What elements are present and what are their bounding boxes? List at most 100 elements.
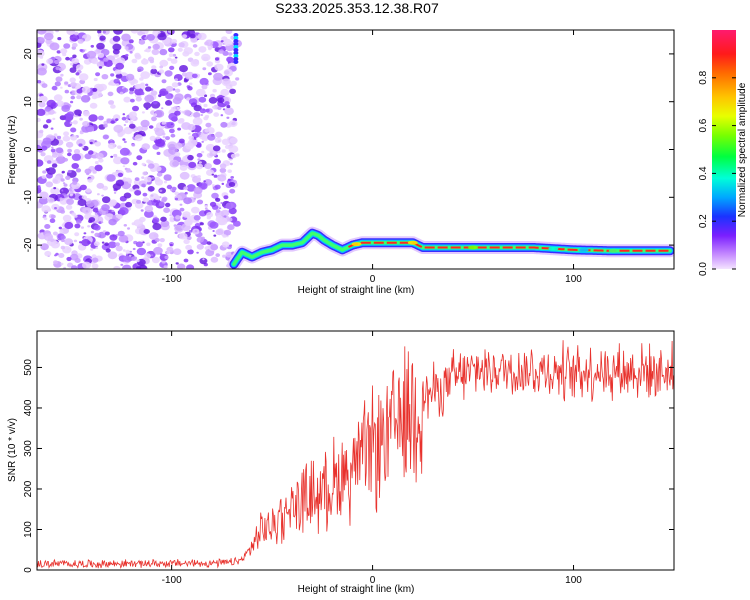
noise-speckle <box>215 229 224 236</box>
y-tick-label: 200 <box>23 480 34 497</box>
noise-speckle <box>132 79 139 84</box>
noise-speckle <box>117 132 124 138</box>
noise-speckle <box>204 163 212 170</box>
noise-speckle <box>146 34 155 41</box>
noise-speckle <box>79 49 83 52</box>
noise-speckle <box>136 199 142 204</box>
noise-speckle <box>212 230 215 232</box>
noise-speckle <box>154 109 165 118</box>
noise-speckle <box>55 76 63 82</box>
x-tick-label: 0 <box>370 575 376 586</box>
noise-speckle <box>51 163 58 168</box>
spectrogram-x-label: Height of straight line (km) <box>298 285 415 296</box>
noise-speckle <box>215 253 220 257</box>
colorbar-tick-label: 0.4 <box>698 166 709 180</box>
noise-speckle <box>100 221 104 224</box>
noise-speckle <box>186 184 196 192</box>
noise-speckle <box>201 136 209 142</box>
noise-speckle <box>179 207 185 212</box>
noise-speckle <box>75 219 82 224</box>
noise-speckle <box>125 249 131 254</box>
noise-speckle <box>164 255 169 260</box>
noise-speckle <box>174 197 179 201</box>
noise-speckle <box>123 140 127 144</box>
noise-speckle <box>79 117 83 121</box>
noise-speckle <box>208 72 212 76</box>
noise-speckle <box>37 186 42 191</box>
noise-speckle <box>76 95 82 100</box>
noise-edge-blob <box>233 57 239 61</box>
noise-speckle <box>132 105 139 112</box>
y-tick-label: 20 <box>23 48 34 60</box>
noise-speckle <box>115 118 119 121</box>
noise-speckle <box>172 186 177 191</box>
noise-speckle <box>65 204 73 210</box>
noise-speckle <box>187 249 194 255</box>
noise-speckle <box>163 174 172 181</box>
noise-speckle <box>60 178 65 182</box>
noise-speckle <box>156 172 163 177</box>
trace-highlight <box>351 242 362 247</box>
noise-speckle <box>110 104 116 109</box>
noise-speckle <box>123 192 132 199</box>
noise-speckle <box>140 209 144 212</box>
noise-speckle <box>113 30 123 35</box>
noise-speckle <box>217 106 222 111</box>
noise-speckle <box>171 82 179 88</box>
spectrogram-area <box>37 30 674 269</box>
noise-speckle <box>201 140 204 143</box>
noise-speckle <box>186 235 192 241</box>
noise-speckle <box>194 230 198 233</box>
noise-speckle <box>78 114 82 117</box>
noise-speckle <box>179 203 183 206</box>
noise-speckle <box>138 39 146 45</box>
noise-speckle <box>135 241 143 248</box>
noise-speckle <box>101 241 105 244</box>
noise-speckle <box>152 223 162 231</box>
noise-speckle <box>145 48 151 53</box>
noise-speckle <box>119 91 124 95</box>
noise-speckle <box>140 82 145 87</box>
noise-speckle <box>49 218 56 223</box>
noise-speckle <box>53 187 57 190</box>
noise-speckle <box>78 73 89 81</box>
noise-speckle <box>60 73 64 77</box>
noise-speckle <box>90 230 94 234</box>
noise-speckle <box>113 114 121 121</box>
noise-speckle <box>129 87 135 92</box>
noise-speckle <box>107 251 118 260</box>
noise-speckle <box>90 248 94 251</box>
noise-speckle <box>228 182 236 187</box>
noise-speckle <box>102 134 109 140</box>
noise-speckle <box>111 209 115 213</box>
noise-speckle <box>161 107 164 110</box>
noise-speckle <box>149 135 156 141</box>
noise-speckle <box>45 168 50 172</box>
noise-speckle <box>195 88 206 97</box>
noise-speckle <box>141 176 145 179</box>
noise-speckle <box>123 224 128 227</box>
noise-speckle <box>159 253 169 261</box>
noise-speckle <box>206 241 212 245</box>
noise-speckle <box>80 130 83 133</box>
noise-speckle <box>169 128 175 134</box>
figure-title: S233.2025.353.12.38.R07 <box>275 0 439 16</box>
noise-speckle <box>106 174 116 182</box>
noise-speckle <box>73 149 81 154</box>
noise-speckle <box>64 81 69 85</box>
noise-speckle <box>115 245 123 252</box>
noise-speckle <box>213 234 217 237</box>
noise-speckle <box>165 100 173 106</box>
noise-speckle <box>193 197 197 200</box>
noise-speckle <box>144 253 151 259</box>
noise-speckle <box>40 243 49 251</box>
noise-speckle <box>211 173 215 176</box>
noise-speckle <box>187 86 193 91</box>
noise-speckle <box>40 152 46 157</box>
noise-speckle <box>165 202 171 208</box>
noise-speckle <box>168 146 178 155</box>
x-tick-label: 100 <box>565 575 582 586</box>
noise-speckle <box>41 175 47 179</box>
noise-speckle <box>166 121 175 129</box>
noise-speckle <box>129 254 132 257</box>
